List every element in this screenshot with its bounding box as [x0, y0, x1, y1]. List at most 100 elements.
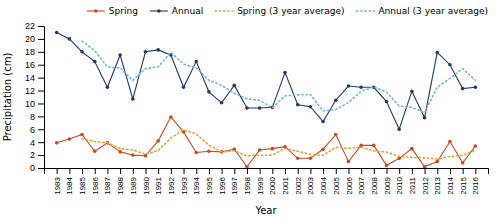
point	[397, 127, 401, 131]
series-markers	[55, 115, 477, 168]
x-tick-mark	[184, 168, 185, 174]
point	[334, 98, 338, 102]
series-line	[57, 32, 476, 129]
x-tick-mark	[145, 168, 146, 174]
y-tick-label: 18	[25, 47, 35, 57]
point	[474, 144, 478, 148]
x-tick-mark	[387, 168, 388, 174]
x-tick: 1994	[192, 168, 201, 195]
point	[448, 63, 452, 67]
x-tick-mark	[425, 168, 426, 174]
x-tick-label: 1985	[78, 176, 87, 194]
x-tick-label: 1986	[91, 176, 100, 194]
x-tick-label: 1987	[103, 176, 112, 194]
point	[321, 147, 325, 151]
point	[144, 50, 148, 54]
point	[423, 116, 427, 120]
legend-label: Annual (3 year average)	[378, 6, 488, 16]
x-tick: 1987	[103, 168, 112, 195]
x-tick: 2014	[446, 168, 455, 195]
y-tick-mark	[38, 39, 44, 40]
marks	[55, 31, 477, 168]
series-line	[57, 117, 476, 167]
x-tick-mark	[336, 168, 337, 174]
point	[359, 86, 363, 90]
x-tick-mark	[247, 168, 248, 174]
x-tick: 1990	[142, 168, 151, 195]
y-tick-label: 10	[25, 99, 35, 109]
y-tick-mark	[38, 129, 44, 130]
y-axis: 0246810121416182022	[25, 21, 45, 173]
legend-item: Spring	[87, 6, 138, 16]
y-tick: 14	[25, 73, 44, 83]
x-tick-label: 2004	[319, 176, 328, 194]
point	[55, 141, 59, 145]
y-tick-mark	[38, 26, 44, 27]
x-axis-line	[45, 169, 489, 175]
x-tick: 1985	[78, 168, 87, 195]
x-tick-mark	[323, 168, 324, 174]
point	[232, 84, 236, 88]
x-tick: 2003	[306, 168, 315, 195]
point	[296, 157, 300, 161]
x-tick: 1998	[243, 168, 252, 195]
x-tick-mark	[450, 168, 451, 174]
x-tick-label: 1994	[192, 176, 201, 194]
point	[131, 97, 135, 101]
y-tick-mark	[38, 91, 44, 92]
x-tick: 2001	[281, 168, 290, 195]
x-tick-mark	[69, 168, 70, 174]
x-tick-label: 2003	[306, 176, 315, 194]
point	[80, 50, 84, 54]
point	[461, 161, 465, 165]
point	[207, 149, 211, 153]
x-tick-mark	[222, 168, 223, 174]
y-tick: 18	[25, 47, 44, 57]
x-tick: 1999	[256, 168, 265, 195]
point	[474, 86, 478, 90]
point	[207, 90, 211, 94]
point	[182, 86, 186, 90]
y-tick-label: 6	[30, 125, 35, 135]
x-tick-label: 2001	[281, 176, 290, 194]
x-tick-mark	[272, 168, 273, 174]
point	[410, 147, 414, 151]
x-tick: 1983	[53, 168, 62, 195]
x-tick-mark	[260, 168, 261, 174]
x-tick-label: 2002	[294, 176, 303, 194]
y-tick-label: 14	[25, 73, 35, 83]
y-tick-mark	[38, 142, 44, 143]
x-tick-label: 1992	[167, 176, 176, 194]
x-tick: 1984	[65, 168, 74, 195]
y-tick-label: 16	[25, 60, 35, 70]
x-tick-label: 1991	[154, 176, 163, 194]
x-tick-label: 2010	[395, 176, 404, 194]
y-tick: 16	[25, 60, 44, 70]
y-tick-label: 2	[30, 150, 35, 160]
x-tick-mark	[298, 168, 299, 174]
x-tick: 1996	[218, 168, 227, 195]
y-tick: 8	[30, 112, 44, 122]
x-tick: 2005	[332, 168, 341, 195]
y-tick-label: 0	[30, 163, 35, 173]
legend-label: Spring (3 year average)	[237, 6, 344, 16]
x-tick-label: 1993	[180, 176, 189, 194]
x-tick-mark	[133, 168, 134, 174]
x-tick-label: 1983	[53, 176, 62, 194]
x-tick-mark	[463, 168, 464, 174]
y-tick-mark	[38, 116, 44, 117]
point	[423, 165, 427, 168]
legend-item: Annual (3 year average)	[356, 6, 488, 16]
point	[194, 151, 198, 155]
x-tick-label: 2009	[383, 176, 392, 194]
y-tick: 10	[25, 99, 44, 109]
x-tick: 2006	[345, 168, 354, 195]
series-line	[82, 130, 475, 159]
point	[220, 101, 224, 105]
y-axis-title: Precipitation (cm)	[2, 53, 13, 142]
x-tick: 2012	[421, 168, 430, 195]
y-tick: 0	[30, 163, 44, 173]
point	[156, 48, 160, 52]
point	[194, 60, 198, 64]
x-tick-label: 2007	[357, 176, 366, 194]
